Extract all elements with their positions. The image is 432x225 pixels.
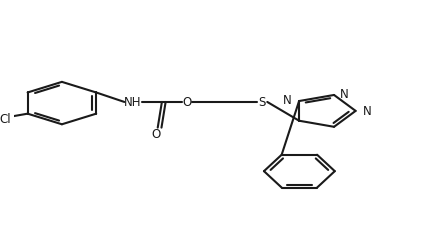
Text: O: O — [182, 96, 191, 109]
Text: N: N — [363, 105, 372, 118]
Text: N: N — [283, 93, 292, 106]
Text: O: O — [152, 128, 161, 141]
Text: S: S — [258, 96, 266, 109]
Text: Cl: Cl — [0, 112, 11, 125]
Text: N: N — [340, 87, 349, 100]
Text: NH: NH — [124, 96, 141, 109]
